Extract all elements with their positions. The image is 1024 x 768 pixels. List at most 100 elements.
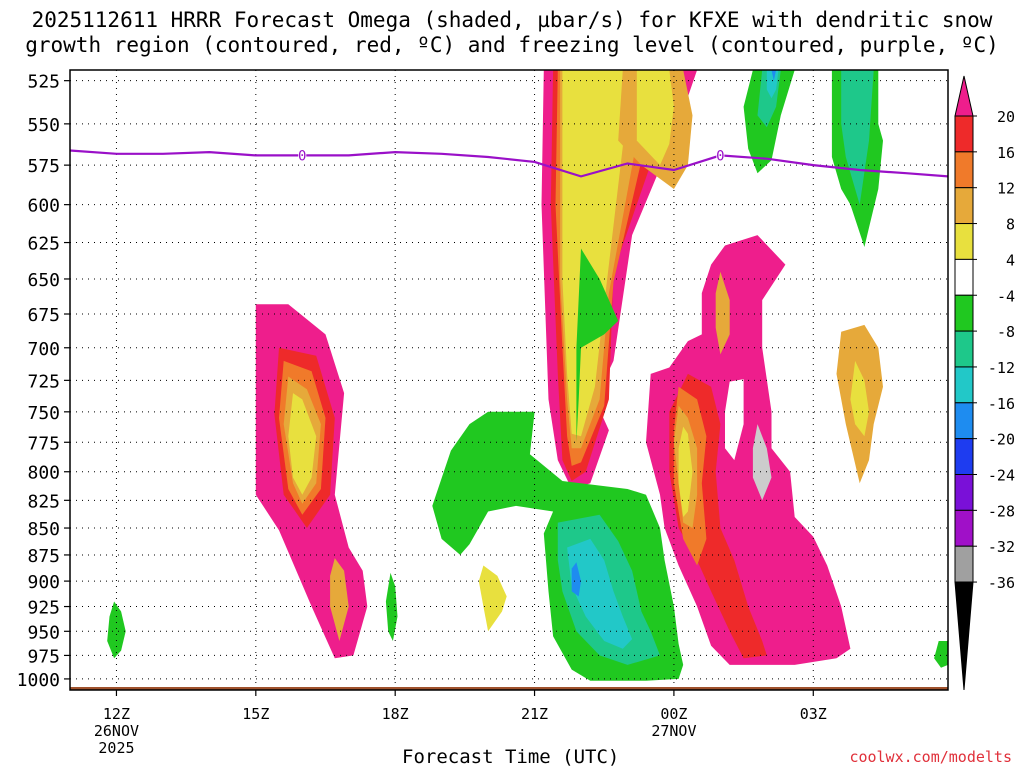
omega-area-ascent-01z-mid-level-undefined (752, 424, 772, 501)
y-tick-label-1000: 1000 (17, 670, 60, 691)
chart-title: 2025112611 HRRR Forecast Omega (shaded, … (0, 8, 1024, 58)
colorbar-swatch-13 (954, 545, 974, 583)
omega-area-subsidence-23z-upper-level--4 (576, 248, 619, 443)
colorbar-top-arrow (954, 75, 974, 117)
x-tick-label-12Z: 12Z (103, 705, 130, 723)
y-tick-label-675: 675 (27, 305, 60, 326)
colorbar-label-10: -24 (988, 467, 1015, 485)
omega-area-subsidence-12z-level--4 (107, 601, 126, 659)
colorbar-label-3: 8 (1006, 216, 1015, 234)
colorbar-label-8: -16 (988, 395, 1015, 413)
omega-feature-subsidence-05z (934, 641, 948, 668)
x-tick-label-18Z: 18Z (382, 705, 409, 723)
colorbar-swatch-8 (954, 366, 974, 404)
colorbar-swatch-7 (954, 330, 974, 368)
omega-feature-ascent-20z (478, 565, 507, 632)
colorbar-label-11: -28 (988, 502, 1015, 520)
omega-feature-ascent-24z-upper (618, 70, 693, 189)
omega-feature-ascent-01z-mid (715, 271, 772, 501)
omega-feature-subsidence-04z (831, 70, 883, 247)
freezing-level-line (70, 149, 948, 178)
colorbar-swatch-10 (954, 438, 974, 475)
omega-area-subsidence-22z-level--16 (571, 562, 581, 597)
y-tick-label-525: 525 (27, 72, 60, 93)
y-tick-label-850: 850 (27, 519, 60, 540)
omega-area-subsidence-22z-level--12 (567, 538, 633, 649)
colorbar-label-4: 4 (1006, 251, 1015, 269)
omega-feature-white-hole-00z (725, 379, 744, 461)
colorbar-swatch-9 (954, 402, 974, 440)
y-tick-label-650: 650 (27, 270, 60, 291)
colorbar-label-7: -12 (988, 359, 1015, 377)
omega-area-subsidence-18z-level--4 (385, 572, 398, 641)
colorbar-label-6: -8 (997, 323, 1015, 341)
credit-text[interactable]: coolwx.com/modelts (849, 748, 1012, 766)
colorbar-swatch-5 (954, 258, 974, 296)
colorbar-label-2: 12 (997, 180, 1015, 198)
y-tick-label-625: 625 (27, 234, 60, 255)
omega-area-ascent-24z-upper-level-4 (636, 70, 674, 166)
colorbar-swatch-6 (954, 294, 974, 332)
y-tick-label-900: 900 (27, 572, 60, 593)
omega-feature-ascent-03z (836, 324, 883, 484)
colorbar-label-13: -36 (988, 574, 1015, 592)
x-tick-label-21Z: 21Z (521, 705, 548, 723)
omega-area-ascent-03z-level-4 (850, 360, 869, 437)
y-tick-label-600: 600 (27, 196, 60, 217)
y-tick-label-725: 725 (27, 371, 60, 392)
colorbar-label-9: -20 (988, 431, 1015, 449)
y-tick-label-775: 775 (27, 433, 60, 454)
y-tick-label-575: 575 (27, 156, 60, 177)
colorbar-bottom-arrow (954, 581, 974, 691)
y-tick-label-700: 700 (27, 339, 60, 360)
colorbar-swatch-1 (954, 115, 974, 153)
freezing-level-label-0: 0 (298, 148, 306, 164)
x-tick-year-12Z: 2025 (98, 739, 134, 757)
omega-feature-ascent-00z (646, 235, 851, 665)
colorbar-swatch-2 (954, 151, 974, 189)
omega-feature-subsidence-02z (743, 70, 795, 174)
x-axis-label: Forecast Time (UTC) (402, 746, 620, 768)
colorbar-label-0: 20 (997, 108, 1015, 126)
omega-area-subsidence-02z-level--16 (771, 70, 777, 81)
y-tick-label-875: 875 (27, 546, 60, 567)
freezing-level-label-1: 0 (716, 148, 724, 164)
colorbar-label-5: -4 (997, 287, 1015, 305)
x-tick-date-00Z: 27NOV (651, 722, 696, 740)
freezing-level-label-bg-1 (716, 148, 725, 163)
y-tick-label-550: 550 (27, 115, 60, 136)
omega-area-subsidence-02z-level--12 (766, 70, 779, 99)
omega-area-white-hole-00z-level-0 (725, 379, 744, 461)
y-tick-label-825: 825 (27, 491, 60, 512)
y-tick-label-800: 800 (27, 463, 60, 484)
omega-area-ascent-20z-level-4 (478, 565, 507, 632)
omega-area-subsidence-05z-level--4 (934, 641, 948, 668)
colorbar-swatch-3 (954, 187, 974, 225)
colorbar-label-12: -32 (988, 538, 1015, 556)
chart-title-line1: 2025112611 HRRR Forecast Omega (shaded, … (31, 8, 993, 32)
freezing-level-label-bg-0 (298, 148, 307, 163)
omega-feature-subsidence-23z-upper (576, 248, 619, 443)
omega-area-ascent-15z-level-4 (288, 393, 317, 495)
y-tick-label-925: 925 (27, 598, 60, 619)
x-tick-label-03Z: 03Z (800, 705, 827, 723)
x-tick-date-12Z: 26NOV (94, 722, 139, 740)
colorbar-swatch-11 (954, 474, 974, 511)
chart-title-line2: growth region (contoured, red, ºC) and f… (25, 33, 999, 57)
omega-area-ascent-16z-low-level-8 (330, 558, 349, 641)
ground-strip (70, 687, 948, 690)
omega-area-ascent-00z-level-4 (678, 426, 693, 517)
colorbar-swatch-4 (954, 223, 974, 260)
colorbar-label-1: 16 (997, 144, 1015, 162)
y-tick-label-975: 975 (27, 646, 60, 667)
omega-feature-ascent-16z-low (330, 558, 349, 641)
y-tick-label-950: 950 (27, 622, 60, 643)
omega-area-subsidence-04z-level--8 (841, 70, 874, 205)
omega-feature-subsidence-22z (432, 411, 684, 681)
omega-feature-subsidence-18z (385, 572, 398, 641)
x-tick-label-15Z: 15Z (242, 705, 269, 723)
x-tick-label-00Z: 00Z (660, 705, 687, 723)
omega-feature-subsidence-12z (107, 601, 126, 659)
